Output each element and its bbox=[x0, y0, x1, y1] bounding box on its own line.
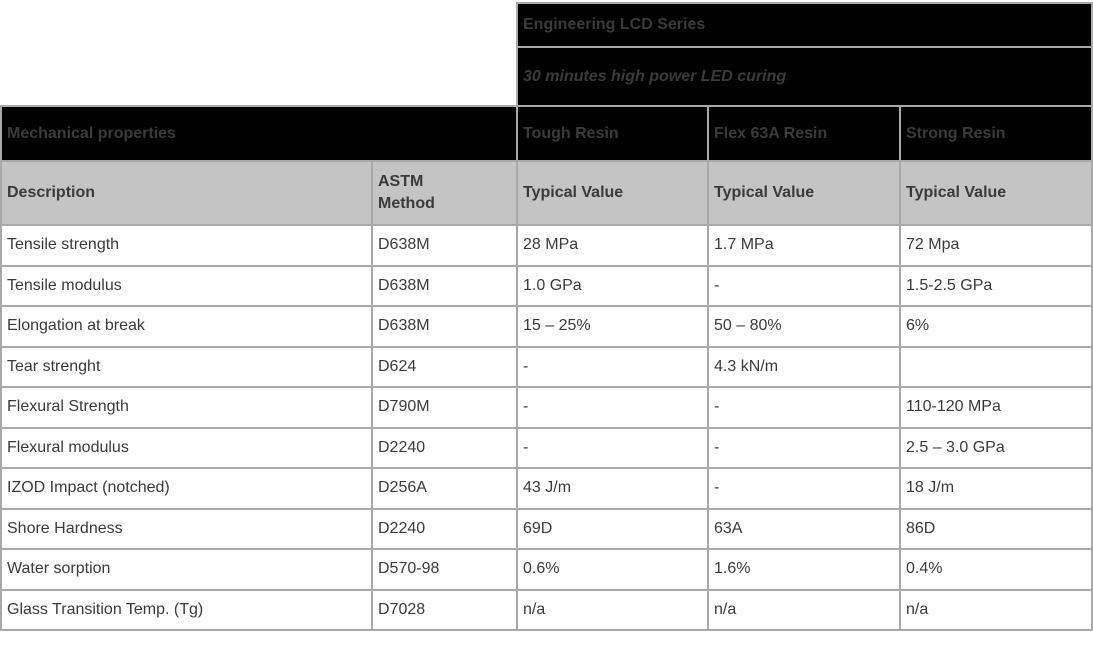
table-row: IZOD Impact (notched) D256A 43 J/m - 18 … bbox=[0, 467, 1093, 510]
cell-strong-value: 0.4% bbox=[898, 548, 1093, 591]
cell-flex-value: - bbox=[707, 386, 901, 429]
sub-header-astm-method-label: ASTM Method bbox=[378, 173, 435, 212]
cell-description: Flexural modulus bbox=[0, 426, 373, 469]
cell-tough-value: 28 MPa bbox=[516, 224, 709, 267]
blank-spacer bbox=[1, 3, 517, 47]
sub-header-typical-value-strong: Typical Value bbox=[898, 160, 1093, 226]
cell-strong-value: 1.5-2.5 GPa bbox=[898, 264, 1093, 307]
cell-astm-method: D624 bbox=[371, 345, 518, 388]
cell-astm-method: D638M bbox=[371, 305, 518, 348]
table-row: Tensile strength D638M 28 MPa 1.7 MPa 72… bbox=[0, 224, 1093, 267]
cell-strong-value: 18 J/m bbox=[898, 467, 1093, 510]
cell-tough-value: n/a bbox=[516, 588, 709, 631]
cell-astm-method: D2240 bbox=[371, 507, 518, 550]
cell-astm-method: D638M bbox=[371, 264, 518, 307]
table-row: Tear strenght D624 - 4.3 kN/m bbox=[0, 345, 1093, 388]
cell-tough-value: - bbox=[516, 386, 709, 429]
cell-tough-value: - bbox=[516, 426, 709, 469]
cell-strong-value: 72 Mpa bbox=[898, 224, 1093, 267]
curing-note-row: 30 minutes high power LED curing bbox=[1, 46, 1093, 107]
cell-tough-value: 15 – 25% bbox=[516, 305, 709, 348]
cell-description: Shore Hardness bbox=[0, 507, 373, 550]
cell-astm-method: D638M bbox=[371, 224, 518, 267]
sub-header-row: Description ASTM Method Typical Value Ty… bbox=[0, 160, 1093, 226]
sub-header-astm-method: ASTM Method bbox=[371, 160, 518, 226]
table-row: Flexural modulus D2240 - - 2.5 – 3.0 GPa bbox=[0, 426, 1093, 469]
cell-tough-value: 43 J/m bbox=[516, 467, 709, 510]
series-title-cell: Engineering LCD Series bbox=[515, 2, 1093, 48]
cell-description: Tensile modulus bbox=[0, 264, 373, 307]
resin-header-strong: Strong Resin bbox=[898, 105, 1093, 162]
cell-flex-value: n/a bbox=[707, 588, 901, 631]
cell-flex-value: 1.6% bbox=[707, 548, 901, 591]
cell-tough-value: 69D bbox=[516, 507, 709, 550]
cell-description: Tear strenght bbox=[0, 345, 373, 388]
table-row: Glass Transition Temp. (Tg) D7028 n/a n/… bbox=[0, 588, 1093, 631]
sub-header-typical-value-tough: Typical Value bbox=[516, 160, 709, 226]
cell-strong-value: n/a bbox=[898, 588, 1093, 631]
cell-strong-value: 2.5 – 3.0 GPa bbox=[898, 426, 1093, 469]
cell-flex-value: 4.3 kN/m bbox=[707, 345, 901, 388]
table-row: Water sorption D570-98 0.6% 1.6% 0.4% bbox=[0, 548, 1093, 591]
cell-description: Water sorption bbox=[0, 548, 373, 591]
cell-astm-method: D790M bbox=[371, 386, 518, 429]
cell-strong-value bbox=[898, 345, 1093, 388]
table-row: Shore Hardness D2240 69D 63A 86D bbox=[0, 507, 1093, 550]
blank-spacer bbox=[1, 47, 517, 106]
cell-tough-value: 0.6% bbox=[516, 548, 709, 591]
cell-flex-value: 63A bbox=[707, 507, 901, 550]
series-title-row: Engineering LCD Series bbox=[1, 2, 1093, 48]
sub-header-description: Description bbox=[0, 160, 373, 226]
cell-flex-value: - bbox=[707, 467, 901, 510]
cell-astm-method: D7028 bbox=[371, 588, 518, 631]
group-header-cell: Mechanical properties bbox=[0, 105, 518, 162]
sub-header-typical-value-flex: Typical Value bbox=[707, 160, 901, 226]
resin-header-flex: Flex 63A Resin bbox=[707, 105, 901, 162]
cell-description: Glass Transition Temp. (Tg) bbox=[0, 588, 373, 631]
resin-header-tough: Tough Resin bbox=[516, 105, 709, 162]
table-row: Flexural Strength D790M - - 110-120 MPa bbox=[0, 386, 1093, 429]
cell-flex-value: - bbox=[707, 264, 901, 307]
cell-tough-value: - bbox=[516, 345, 709, 388]
cell-flex-value: 1.7 MPa bbox=[707, 224, 901, 267]
cell-description: IZOD Impact (notched) bbox=[0, 467, 373, 510]
cell-flex-value: - bbox=[707, 426, 901, 469]
cell-astm-method: D256A bbox=[371, 467, 518, 510]
curing-note-cell: 30 minutes high power LED curing bbox=[515, 46, 1093, 107]
cell-strong-value: 86D bbox=[898, 507, 1093, 550]
column-group-row: Mechanical properties Tough Resin Flex 6… bbox=[0, 105, 1093, 162]
cell-astm-method: D2240 bbox=[371, 426, 518, 469]
cell-flex-value: 50 – 80% bbox=[707, 305, 901, 348]
cell-strong-value: 110-120 MPa bbox=[898, 386, 1093, 429]
cell-astm-method: D570-98 bbox=[371, 548, 518, 591]
cell-tough-value: 1.0 GPa bbox=[516, 264, 709, 307]
cell-description: Elongation at break bbox=[0, 305, 373, 348]
table-row: Tensile modulus D638M 1.0 GPa - 1.5-2.5 … bbox=[0, 264, 1093, 307]
table-row: Elongation at break D638M 15 – 25% 50 – … bbox=[0, 305, 1093, 348]
cell-description: Tensile strength bbox=[0, 224, 373, 267]
material-properties-table: Engineering LCD Series 30 minutes high p… bbox=[0, 2, 1093, 631]
cell-description: Flexural Strength bbox=[0, 386, 373, 429]
cell-strong-value: 6% bbox=[898, 305, 1093, 348]
